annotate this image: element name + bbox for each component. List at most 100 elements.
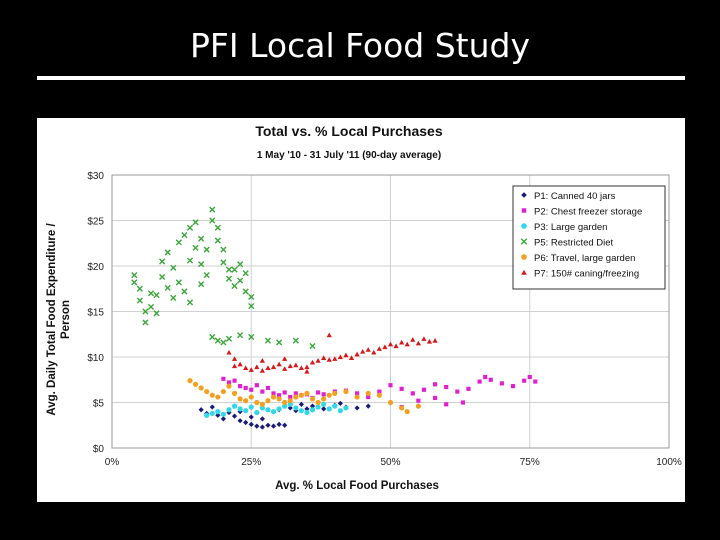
data-point	[131, 279, 138, 286]
data-point	[488, 377, 493, 382]
data-point	[237, 361, 243, 367]
data-point	[432, 382, 438, 387]
data-point	[192, 219, 199, 226]
data-point	[483, 374, 488, 380]
data-point	[231, 403, 238, 409]
data-point	[204, 388, 210, 395]
data-point	[243, 365, 249, 370]
data-point	[198, 235, 205, 242]
data-point	[209, 333, 216, 341]
data-point	[309, 403, 316, 409]
data-point	[175, 239, 182, 246]
data-point	[337, 408, 343, 414]
data-point	[259, 405, 265, 411]
data-point	[304, 409, 310, 416]
data-point	[277, 393, 282, 398]
data-point	[354, 351, 360, 357]
series-5	[187, 378, 421, 415]
data-point	[282, 356, 288, 361]
data-point	[466, 386, 471, 391]
data-point	[365, 347, 371, 352]
data-point	[410, 337, 416, 342]
chart-title: Total vs. % Local Purchases	[255, 123, 442, 139]
data-point	[371, 349, 377, 355]
data-point	[220, 259, 227, 266]
data-point	[243, 408, 249, 414]
y-tick-label: $25	[87, 217, 104, 228]
data-point	[388, 383, 393, 388]
y-axis-label: Avg. Daily Total Food Expenditure / Perso…	[46, 223, 72, 416]
data-point	[259, 416, 265, 422]
data-point	[243, 419, 249, 426]
data-point	[209, 404, 215, 410]
data-point	[204, 412, 210, 418]
legend-marker	[521, 208, 527, 213]
chart-panel: Total vs. % Local Purchases 1 May '10 - …	[37, 118, 685, 502]
scatter-chart: Total vs. % Local Purchases 1 May '10 - …	[46, 123, 682, 492]
x-tick-label: 25%	[241, 457, 261, 468]
data-point	[147, 290, 155, 297]
data-point	[198, 261, 205, 268]
data-point	[276, 396, 282, 402]
data-point	[249, 387, 254, 392]
data-point	[304, 390, 310, 396]
legend-label: P6: Travel, large garden	[534, 253, 635, 264]
data-point	[237, 418, 243, 424]
data-point	[293, 405, 299, 411]
data-point	[421, 387, 426, 392]
data-point	[410, 391, 415, 396]
data-point	[238, 384, 243, 389]
data-point	[326, 332, 332, 338]
data-point	[231, 413, 238, 419]
data-point	[231, 282, 238, 290]
data-point	[215, 409, 221, 415]
data-point	[315, 404, 321, 410]
data-point	[321, 392, 326, 397]
legend-item: P1: Canned 40 jars	[521, 191, 616, 202]
x-axis-label: Avg. % Local Food Purchases	[275, 480, 439, 492]
slide-title: PFI Local Food Study	[189, 26, 531, 65]
legend-item: P3: Large garden	[521, 222, 607, 233]
data-point	[276, 421, 282, 427]
data-point	[399, 386, 404, 391]
data-point	[287, 398, 293, 404]
data-point	[477, 379, 482, 384]
data-point	[332, 403, 338, 409]
data-point	[225, 275, 233, 282]
data-point	[248, 333, 255, 341]
data-point	[225, 335, 233, 342]
data-point	[426, 338, 433, 344]
data-point	[315, 399, 321, 406]
data-point	[287, 405, 293, 411]
data-point	[270, 394, 277, 400]
data-point	[259, 424, 265, 430]
data-point	[326, 406, 332, 412]
data-point	[460, 400, 465, 405]
data-point	[260, 389, 265, 394]
data-point	[242, 288, 249, 295]
data-point	[237, 396, 243, 402]
x-tick-label: 100%	[656, 457, 682, 468]
data-point	[499, 381, 504, 386]
series-2	[221, 374, 538, 410]
data-point	[444, 384, 449, 390]
data-point	[192, 381, 199, 387]
data-point	[254, 364, 260, 370]
data-point	[292, 337, 299, 344]
data-point	[321, 355, 327, 360]
data-point	[282, 390, 287, 395]
data-point	[147, 303, 155, 311]
data-point	[309, 342, 316, 350]
y-tick-label: $0	[93, 444, 105, 455]
data-point	[348, 355, 355, 360]
data-point	[226, 407, 232, 413]
data-point	[209, 410, 215, 417]
data-point	[142, 319, 149, 326]
data-point	[248, 302, 255, 310]
legend-item: P5: Restricted Diet	[520, 238, 614, 249]
data-point	[231, 390, 238, 396]
data-point	[337, 354, 343, 360]
data-point	[142, 308, 149, 315]
data-point	[203, 272, 210, 279]
data-point	[214, 224, 221, 231]
